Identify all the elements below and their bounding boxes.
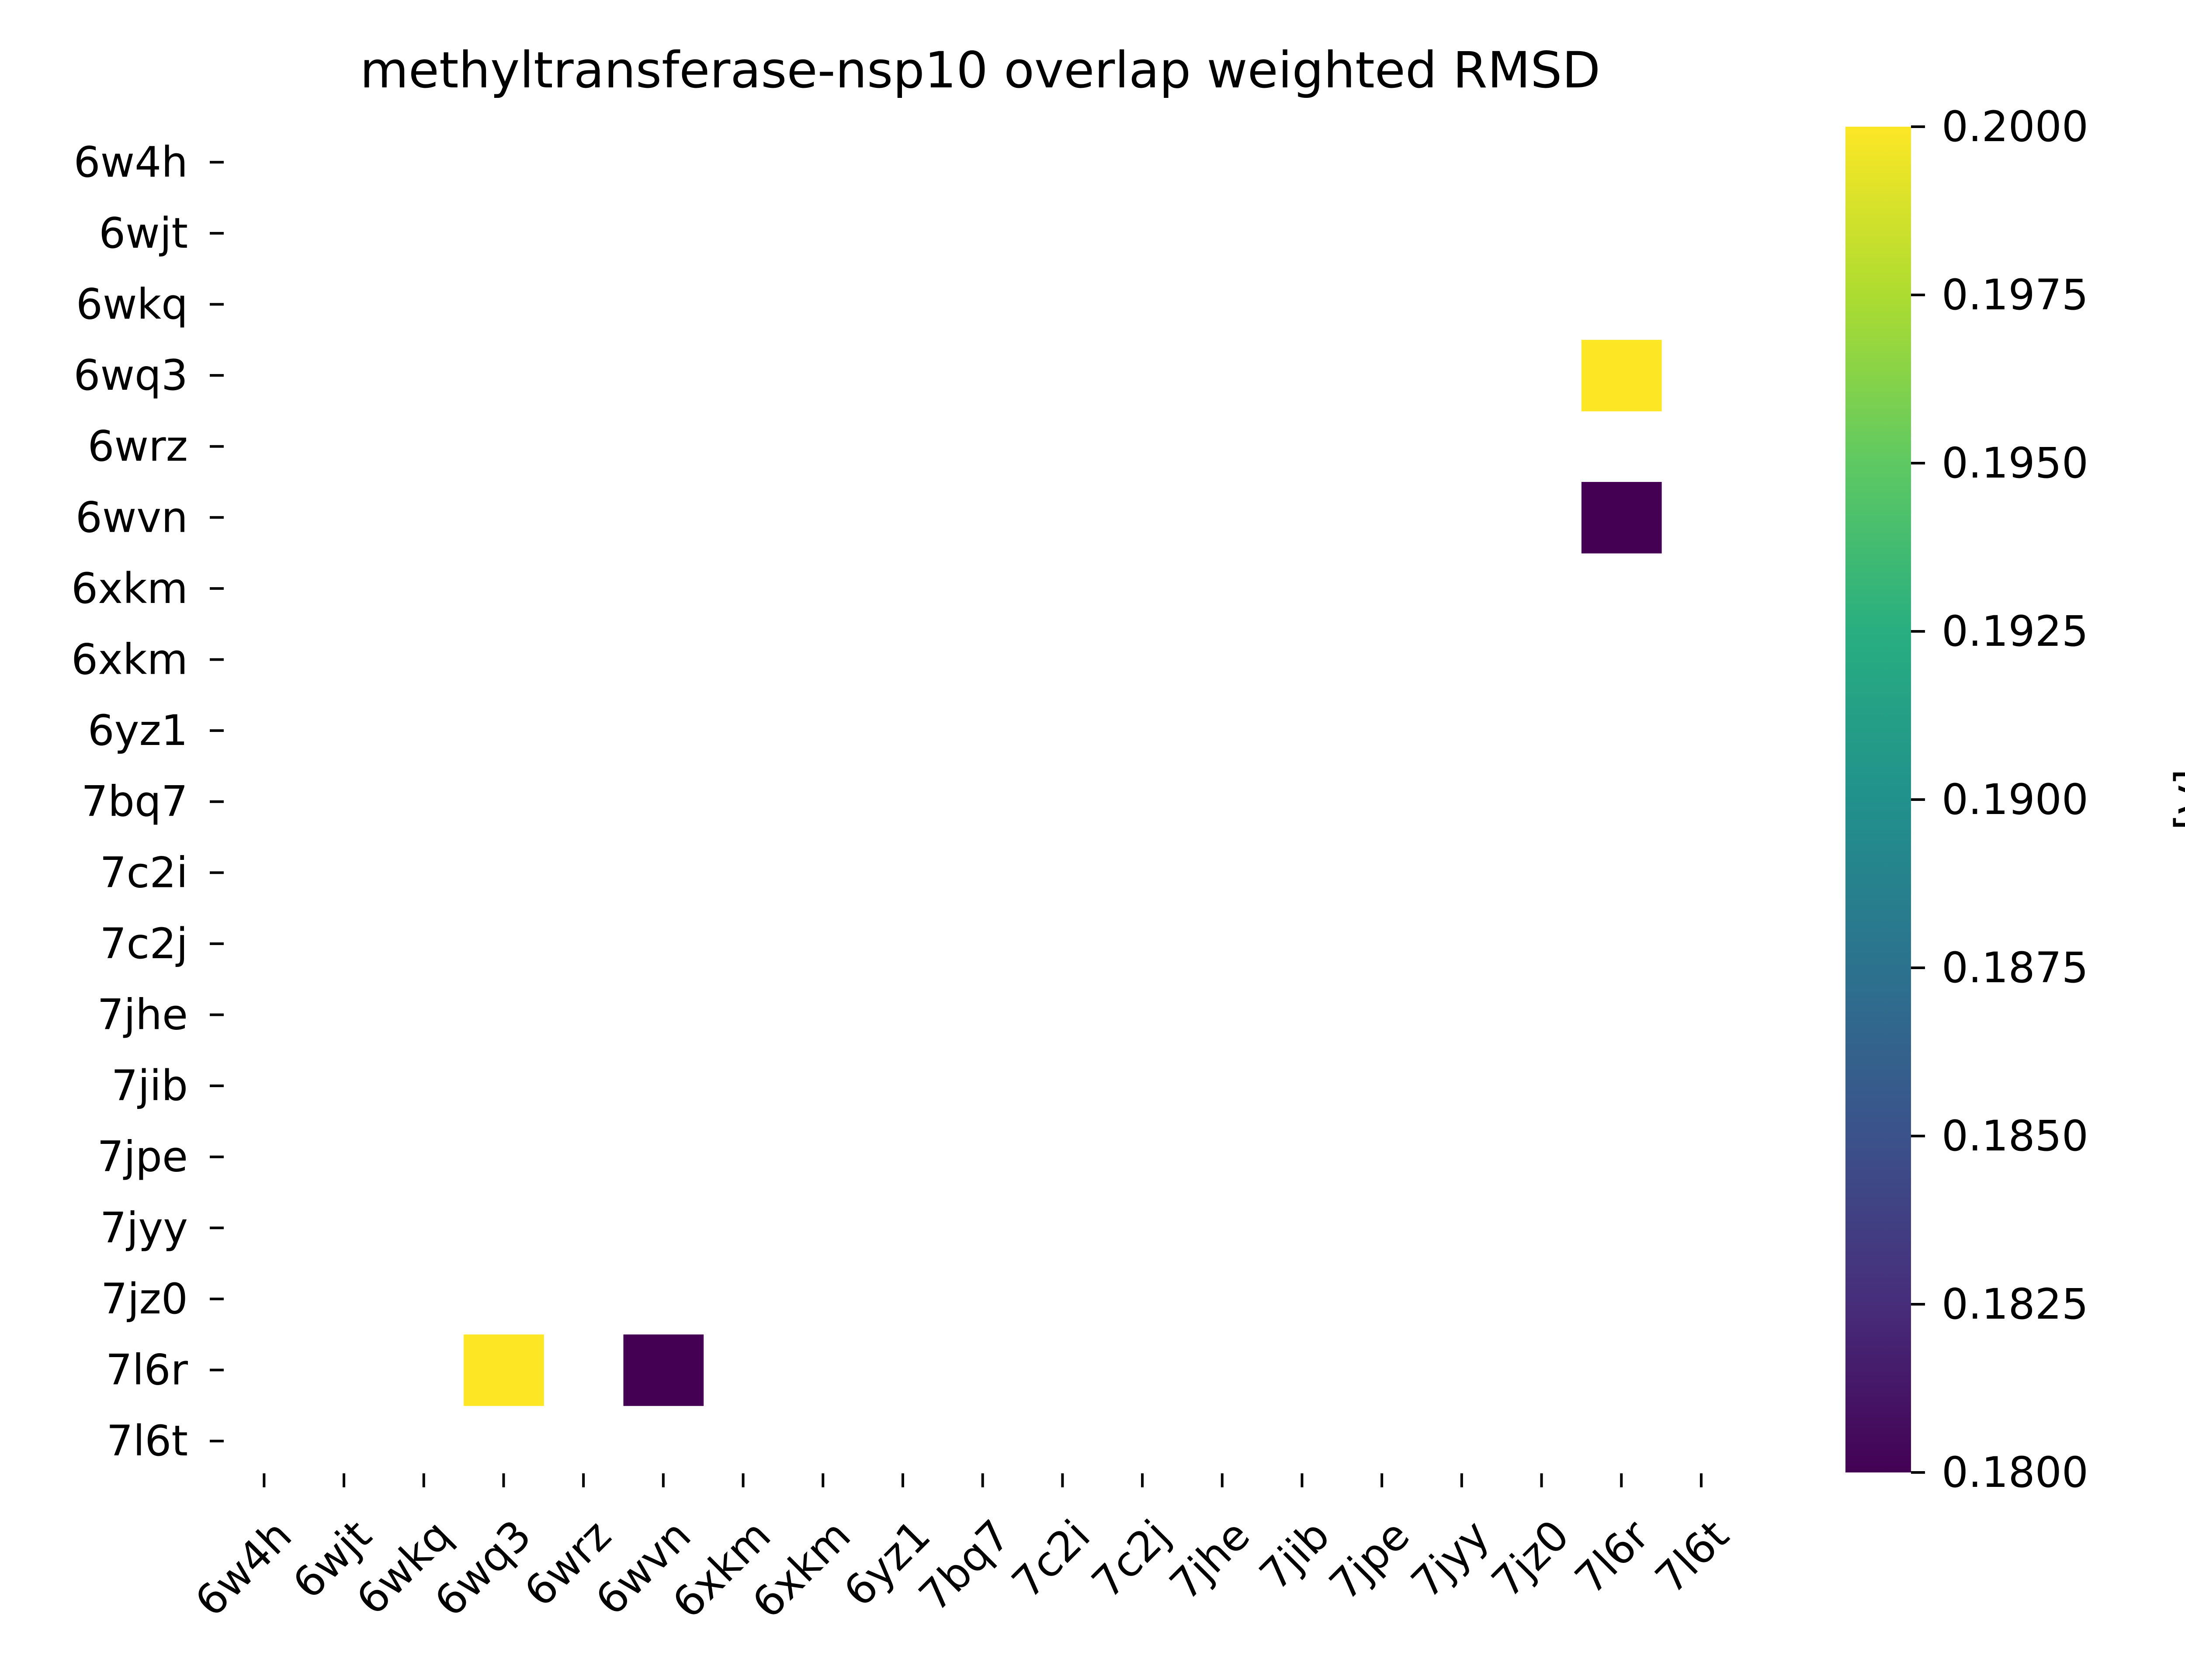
colorbar-tick-label: 0.1900 bbox=[1942, 775, 2088, 824]
chart-title: methyltransferase-nsp10 overlap weighted… bbox=[360, 41, 1600, 99]
heatmap-cell bbox=[623, 1334, 704, 1406]
x-tick-label: 7jhe bbox=[1160, 1510, 1259, 1609]
y-tick-label: 6xkm bbox=[71, 635, 188, 684]
y-tick-label: 6xkm bbox=[71, 564, 188, 613]
colorbar-tick-label: 0.1950 bbox=[1942, 439, 2088, 488]
y-tick-label: 6wrz bbox=[88, 422, 188, 471]
y-tick-label: 6wjt bbox=[99, 209, 188, 258]
x-tick-label: 7l6r bbox=[1566, 1510, 1659, 1604]
y-tick-label: 6yz1 bbox=[88, 706, 188, 755]
x-tick-label: 7c2j bbox=[1082, 1510, 1179, 1607]
colorbar-tick-label: 0.1825 bbox=[1942, 1280, 2088, 1329]
colorbar: [Å] 0.1800 0.1825 0.1850 0.1875 0.1900 0.1925… bbox=[1845, 102, 2185, 1497]
y-tick-label: 7jz0 bbox=[101, 1275, 188, 1323]
x-tick-label: 7jz0 bbox=[1482, 1510, 1578, 1607]
colorbar-label: [Å] bbox=[2168, 769, 2185, 831]
x-tick-label: 7bq7 bbox=[910, 1510, 1020, 1621]
heatmap-cells bbox=[464, 339, 1662, 1406]
y-tick-label: 7jpe bbox=[97, 1133, 188, 1181]
y-tick-label: 7c2j bbox=[100, 919, 188, 968]
y-tick-label: 7jhe bbox=[97, 991, 188, 1039]
colorbar-tick-label: 0.1975 bbox=[1942, 270, 2088, 319]
x-tick-label: 7jpe bbox=[1320, 1510, 1419, 1609]
y-tick-label: 7jyy bbox=[100, 1203, 188, 1252]
colorbar-tick-label: 0.1800 bbox=[1942, 1448, 2088, 1497]
y-tick-label: 6wkq bbox=[76, 280, 188, 329]
y-tick-label: 6wvn bbox=[76, 493, 188, 542]
x-axis: 6w4h6wjt6wkq6wq36wrz6wvn6xkm6xkm6yz17bq7… bbox=[186, 1473, 1738, 1628]
x-tick-label: 7jyy bbox=[1402, 1510, 1499, 1607]
colorbar-tick-label: 0.1925 bbox=[1942, 607, 2088, 656]
x-tick-label: 7l6t bbox=[1646, 1510, 1738, 1603]
colorbar-tick-label: 0.1850 bbox=[1942, 1112, 2088, 1160]
x-tick-label: 7jib bbox=[1250, 1510, 1339, 1599]
colorbar-tick-label: 0.2000 bbox=[1942, 102, 2088, 151]
y-tick-label: 6w4h bbox=[73, 138, 188, 187]
heatmap-cell bbox=[464, 1334, 544, 1406]
heatmap-cell bbox=[1581, 482, 1662, 554]
y-tick-label: 7bq7 bbox=[81, 777, 188, 826]
y-tick-label: 7jib bbox=[111, 1061, 188, 1110]
heatmap-cell bbox=[1581, 339, 1662, 412]
y-tick-label: 7l6t bbox=[107, 1417, 188, 1465]
x-tick-label: 7c2i bbox=[1002, 1510, 1099, 1607]
y-axis: 6w4h 6wjt 6wkq 6wq3 6wrz 6wvn 6xkm 6xkm 6yz1 7bq7… bbox=[71, 138, 224, 1465]
y-tick-label: 6wq3 bbox=[73, 351, 188, 400]
y-tick-label: 7c2i bbox=[100, 848, 188, 897]
y-tick-label: 7l6r bbox=[106, 1346, 188, 1395]
colorbar-tick-label: 0.1875 bbox=[1942, 943, 2088, 992]
x-tick-label: 6w4h bbox=[186, 1510, 301, 1626]
colorbar-gradient bbox=[1845, 127, 1911, 1472]
